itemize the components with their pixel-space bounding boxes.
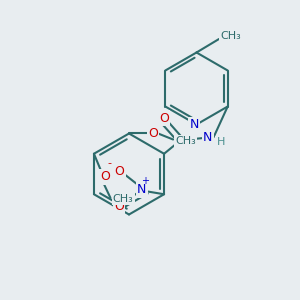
Text: CH₃: CH₃ xyxy=(220,31,241,41)
Text: N: N xyxy=(203,131,212,144)
Text: O: O xyxy=(148,127,158,140)
Text: H: H xyxy=(217,137,225,147)
Text: CH₃: CH₃ xyxy=(175,136,196,146)
Text: CH₃: CH₃ xyxy=(113,194,134,204)
Text: O: O xyxy=(114,200,124,213)
Text: O: O xyxy=(100,170,110,183)
Text: N: N xyxy=(189,118,199,131)
Text: O: O xyxy=(115,165,124,178)
Text: N: N xyxy=(137,183,146,196)
Text: -: - xyxy=(107,158,112,168)
Text: +: + xyxy=(142,176,149,186)
Text: O: O xyxy=(159,112,169,124)
